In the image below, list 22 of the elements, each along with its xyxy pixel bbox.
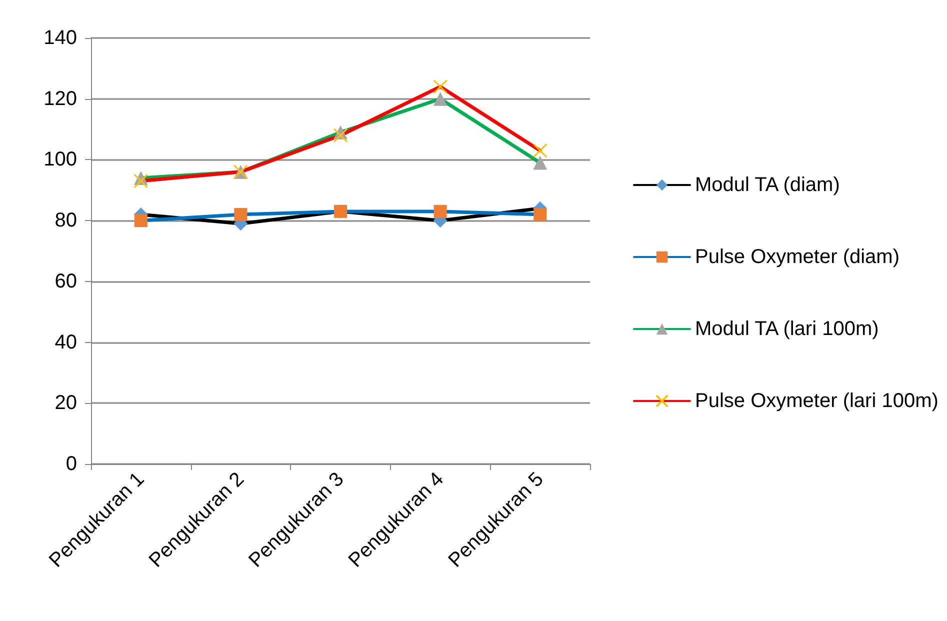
legend-label: Pulse Oxymeter (lari 100m) — [695, 390, 938, 412]
y-tick-label: 0 — [66, 453, 77, 475]
point — [433, 79, 448, 94]
point — [533, 156, 548, 170]
y-tick-label: 40 — [54, 331, 77, 354]
point — [134, 174, 148, 188]
legend-label: Pulse Oxymeter (diam) — [695, 246, 900, 268]
y-tick-label: 100 — [44, 148, 77, 171]
point — [333, 128, 348, 143]
legend-label: Modul TA (lari 100m) — [695, 318, 879, 340]
y-tick-label: 80 — [54, 210, 77, 232]
point — [434, 204, 447, 218]
legend-label: Modul TA (diam) — [695, 174, 840, 196]
y-tick-label: 60 — [54, 270, 77, 292]
point — [532, 143, 548, 158]
point — [433, 92, 448, 106]
point — [134, 214, 148, 228]
point — [534, 208, 547, 221]
y-tick-label: 20 — [54, 392, 77, 414]
y-tick-label: 120 — [44, 88, 77, 110]
point — [234, 208, 248, 221]
y-tick-label: 140 — [44, 27, 77, 49]
